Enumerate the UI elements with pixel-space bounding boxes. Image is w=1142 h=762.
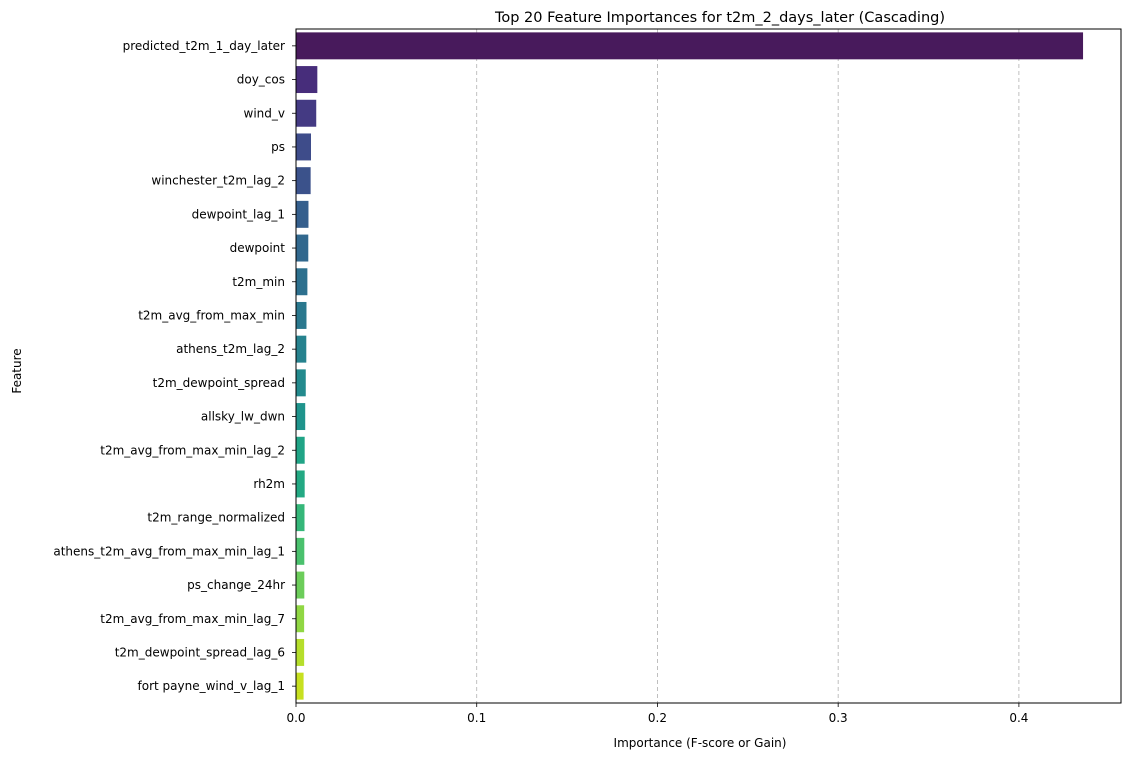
bar xyxy=(296,504,305,532)
y-tick-label: wind_v xyxy=(244,106,285,120)
bar xyxy=(296,672,304,700)
bar xyxy=(296,268,308,296)
y-tick-label: dewpoint_lag_1 xyxy=(192,207,285,221)
bar xyxy=(296,32,1084,60)
bar xyxy=(296,605,305,633)
bar xyxy=(296,470,305,498)
y-tick-label: t2m_range_normalized xyxy=(147,511,285,525)
y-tick-label: t2m_min xyxy=(232,275,285,289)
y-tick-label: t2m_avg_from_max_min_lag_2 xyxy=(100,443,285,457)
x-axis-label: Importance (F-score or Gain) xyxy=(614,736,787,750)
y-tick-label: t2m_avg_from_max_min_lag_7 xyxy=(100,612,285,626)
y-tick-label: fort payne_wind_v_lag_1 xyxy=(138,679,286,693)
x-tick-label: 0.3 xyxy=(829,711,848,725)
bar xyxy=(296,66,318,94)
bar xyxy=(296,638,305,666)
bar xyxy=(296,403,306,431)
y-tick-label: dewpoint xyxy=(230,241,286,255)
bars xyxy=(296,32,1084,700)
chart-title: Top 20 Feature Importances for t2m_2_day… xyxy=(494,10,945,26)
bar xyxy=(296,335,307,363)
plot-frame xyxy=(295,28,1122,704)
x-ticks: 0.0 0.1 0.2 0.3 0.4 xyxy=(286,703,1028,725)
bar xyxy=(296,436,305,464)
y-tick-label: doy_cos xyxy=(237,73,285,87)
y-axis-label: Feature xyxy=(10,348,24,393)
y-tick-label: ps xyxy=(271,140,285,154)
y-tick-label: rh2m xyxy=(253,477,285,491)
x-tick-label: 0.2 xyxy=(648,711,667,725)
y-tick-label: allsky_lw_dwn xyxy=(201,410,285,424)
bar xyxy=(296,99,317,127)
bar xyxy=(296,234,309,262)
x-gridlines xyxy=(476,29,1020,703)
y-tick-label: ps_change_24hr xyxy=(187,578,285,592)
bar xyxy=(296,537,305,565)
bar xyxy=(296,133,311,161)
x-tick-label: 0.0 xyxy=(286,711,305,725)
y-tick-label: athens_t2m_avg_from_max_min_lag_1 xyxy=(53,544,285,558)
bar xyxy=(296,301,307,329)
y-tick-label: t2m_dewpoint_spread xyxy=(153,376,285,390)
y-ticks: predicted_t2m_1_day_later doy_cos wind_vps… xyxy=(53,39,296,693)
x-tick-label: 0.4 xyxy=(1009,711,1028,725)
x-tick-label: 0.1 xyxy=(467,711,486,725)
y-tick-label: predicted_t2m_1_day_later xyxy=(123,39,285,53)
y-tick-label: t2m_dewpoint_spread_lag_6 xyxy=(115,645,285,659)
y-tick-label: winchester_t2m_lag_2 xyxy=(151,174,285,188)
bar xyxy=(296,369,306,397)
y-tick-label: t2m_avg_from_max_min xyxy=(138,308,285,322)
bar xyxy=(296,200,309,228)
bar xyxy=(296,167,311,195)
y-tick-label: athens_t2m_lag_2 xyxy=(176,342,285,356)
bar xyxy=(296,571,305,599)
